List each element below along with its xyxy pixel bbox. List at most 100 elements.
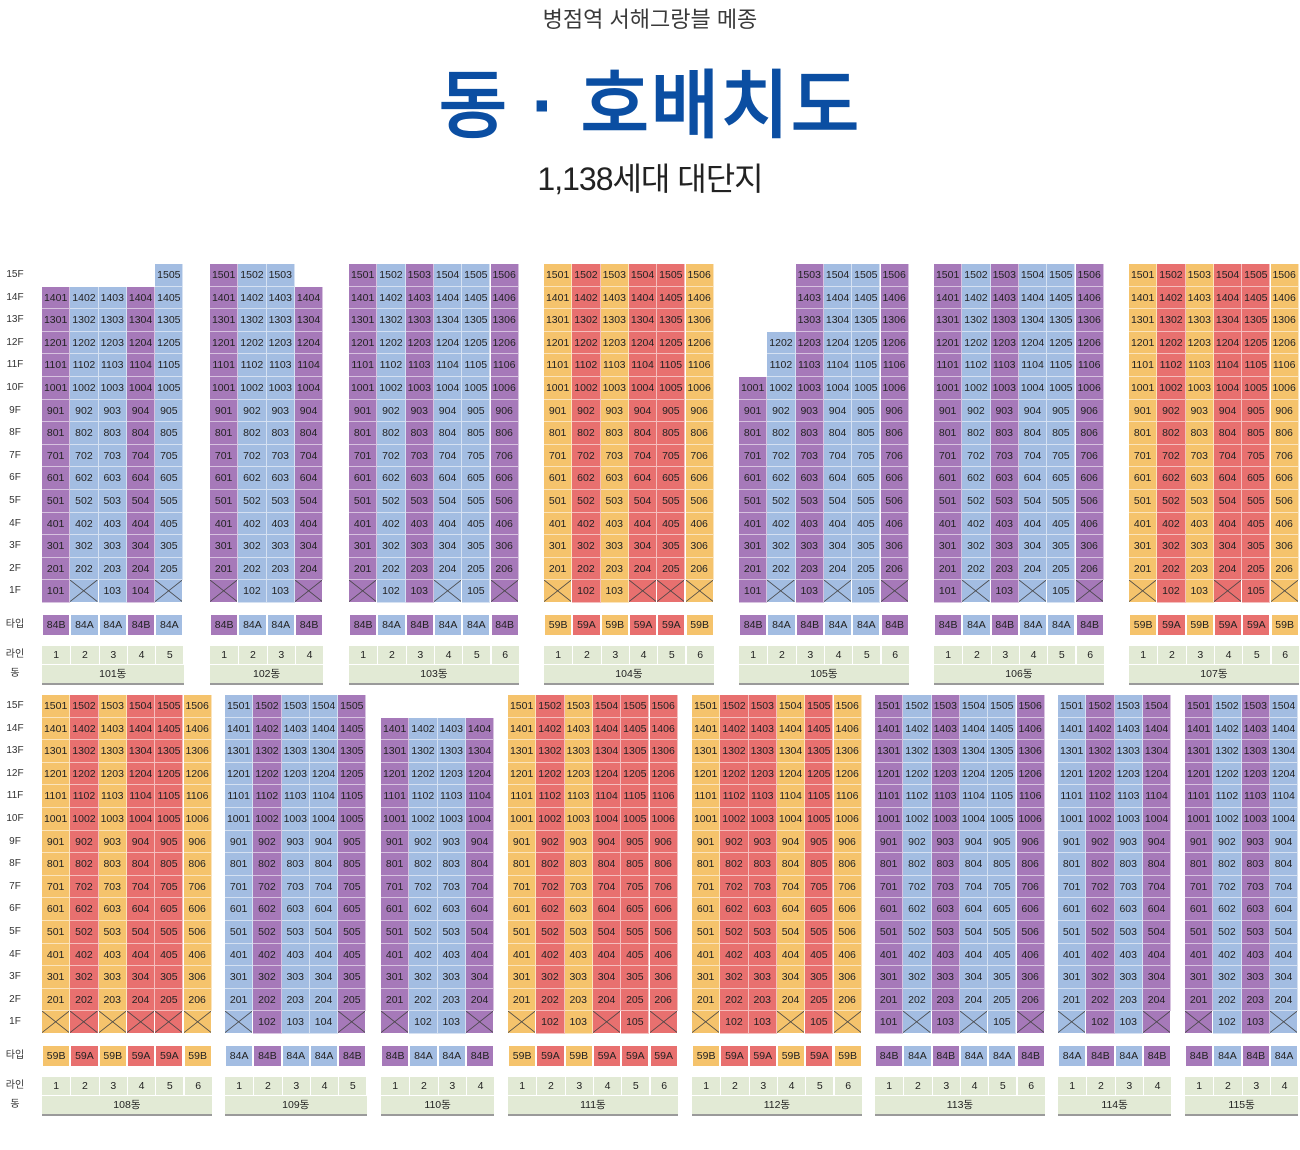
unit-cell[interactable]: 204 (465, 988, 495, 1012)
unit-cell[interactable]: 1004 (294, 377, 324, 400)
unit-cell[interactable]: 602 (377, 467, 406, 490)
unit-cell[interactable]: 702 (70, 875, 99, 899)
unit-cell[interactable]: 1201 (381, 762, 410, 786)
unit-cell[interactable]: 601 (508, 898, 537, 921)
unit-cell[interactable]: 1501 (42, 695, 71, 718)
unit-cell[interactable]: 1304 (959, 740, 989, 763)
unit-cell[interactable]: 204 (1018, 557, 1048, 581)
unit-cell[interactable]: 203 (405, 557, 434, 581)
unit-cell[interactable]: 604 (309, 898, 339, 921)
unit-cell[interactable]: 901 (934, 399, 963, 423)
unit-cell[interactable]: 1004 (592, 808, 622, 831)
unit-cell[interactable]: 504 (823, 490, 853, 513)
unit-cell[interactable]: 204 (1269, 988, 1299, 1012)
unit-cell[interactable]: 1503 (600, 264, 629, 287)
unit-cell[interactable]: 1204 (465, 762, 495, 786)
unit-cell[interactable]: 1005 (852, 377, 881, 400)
unit-cell[interactable]: 1304 (823, 309, 853, 332)
unit-cell[interactable]: 1403 (795, 286, 824, 310)
unit-cell[interactable]: 1503 (1241, 695, 1270, 718)
unit-cell[interactable]: 703 (437, 875, 466, 899)
unit-cell[interactable]: 704 (465, 875, 495, 899)
unit-cell[interactable]: 704 (628, 444, 658, 468)
unit-cell[interactable]: 1002 (253, 808, 282, 831)
unit-cell[interactable]: 703 (266, 444, 295, 468)
unit-cell[interactable]: 703 (564, 875, 593, 899)
unit-cell[interactable]: 1205 (1242, 331, 1271, 355)
unit-cell[interactable]: 402 (1213, 943, 1242, 967)
unit-cell[interactable]: 1501 (349, 264, 378, 287)
unit-cell[interactable]: 802 (1086, 853, 1115, 876)
unit-cell[interactable]: 1002 (903, 808, 932, 831)
unit-cell[interactable]: 603 (98, 467, 127, 490)
unit-cell[interactable]: 1002 (1157, 377, 1186, 400)
unit-cell[interactable]: 704 (126, 875, 156, 899)
unit-cell[interactable]: 901 (739, 399, 768, 423)
unit-cell[interactable]: 505 (805, 921, 834, 944)
unit-cell[interactable]: 303 (1114, 966, 1143, 989)
unit-cell[interactable]: 805 (1047, 422, 1076, 445)
unit-cell[interactable]: 1106 (833, 785, 862, 808)
unit-cell[interactable]: 402 (70, 943, 99, 967)
unit-cell[interactable]: 201 (1058, 988, 1087, 1012)
unit-cell[interactable]: 805 (1242, 422, 1271, 445)
unit-cell[interactable]: 401 (42, 943, 71, 967)
unit-cell[interactable]: 1303 (748, 740, 777, 763)
unit-cell[interactable]: 301 (1129, 535, 1158, 558)
unit-cell[interactable]: 1304 (1018, 309, 1048, 332)
unit-cell[interactable]: 602 (572, 467, 601, 490)
unit-cell[interactable]: 903 (795, 399, 824, 423)
unit-cell[interactable]: 901 (1129, 399, 1158, 423)
unit-cell[interactable]: 701 (42, 875, 71, 899)
unit-cell[interactable]: 801 (349, 422, 378, 445)
unit-cell[interactable]: 905 (462, 399, 491, 423)
unit-cell[interactable]: 1202 (238, 331, 267, 355)
unit-cell[interactable]: 402 (536, 943, 565, 967)
unit-cell[interactable]: 1006 (833, 808, 862, 831)
unit-cell[interactable]: 705 (852, 444, 881, 468)
unit-cell[interactable]: 503 (405, 490, 434, 513)
unit-cell[interactable]: 1101 (42, 354, 71, 377)
unit-cell[interactable]: 301 (381, 966, 410, 989)
unit-cell[interactable]: 1406 (1016, 717, 1045, 741)
unit-cell[interactable]: 1402 (903, 717, 932, 741)
unit-cell[interactable]: 603 (405, 467, 434, 490)
unit-cell[interactable]: 305 (462, 535, 491, 558)
unit-cell[interactable]: 1004 (959, 808, 989, 831)
unit-cell[interactable]: 1503 (266, 264, 295, 287)
unit-cell[interactable]: 1402 (536, 717, 565, 741)
unit-cell[interactable]: 1003 (564, 808, 593, 831)
unit-cell[interactable]: 1005 (657, 377, 686, 400)
unit-cell[interactable]: 905 (338, 830, 367, 854)
unit-cell[interactable]: 1203 (98, 762, 127, 786)
unit-cell[interactable]: 1106 (880, 354, 909, 377)
unit-cell[interactable]: 1405 (621, 717, 650, 741)
unit-cell[interactable]: 1105 (462, 354, 491, 377)
unit-cell[interactable]: 1406 (833, 717, 862, 741)
unit-cell[interactable]: 701 (1129, 444, 1158, 468)
unit-cell[interactable]: 902 (409, 830, 438, 854)
unit-cell[interactable]: 103 (931, 1011, 960, 1034)
unit-cell[interactable]: 505 (852, 490, 881, 513)
unit-cell[interactable]: 804 (126, 853, 156, 876)
unit-cell[interactable]: 501 (875, 921, 904, 944)
unit-cell[interactable]: 503 (437, 921, 466, 944)
unit-cell[interactable]: 1503 (990, 264, 1019, 287)
unit-cell[interactable]: 506 (490, 490, 519, 513)
unit-cell[interactable]: 1001 (1058, 808, 1087, 831)
unit-cell[interactable]: 1105 (988, 785, 1017, 808)
unit-cell[interactable]: 1103 (266, 354, 295, 377)
unit-cell[interactable]: 803 (931, 853, 960, 876)
unit-cell[interactable]: 1502 (238, 264, 267, 287)
unit-cell[interactable]: 1004 (776, 808, 806, 831)
unit-cell[interactable]: 803 (98, 422, 127, 445)
unit-cell[interactable]: 1004 (126, 808, 156, 831)
unit-cell[interactable]: 606 (1016, 898, 1045, 921)
unit-cell[interactable]: 1404 (126, 717, 156, 741)
unit-cell[interactable]: 202 (962, 557, 991, 581)
unit-cell[interactable]: 602 (536, 898, 565, 921)
unit-cell[interactable]: 202 (1157, 557, 1186, 581)
unit-cell[interactable]: 606 (685, 467, 714, 490)
unit-cell[interactable]: 903 (990, 399, 1019, 423)
unit-cell[interactable]: 1504 (592, 695, 622, 718)
